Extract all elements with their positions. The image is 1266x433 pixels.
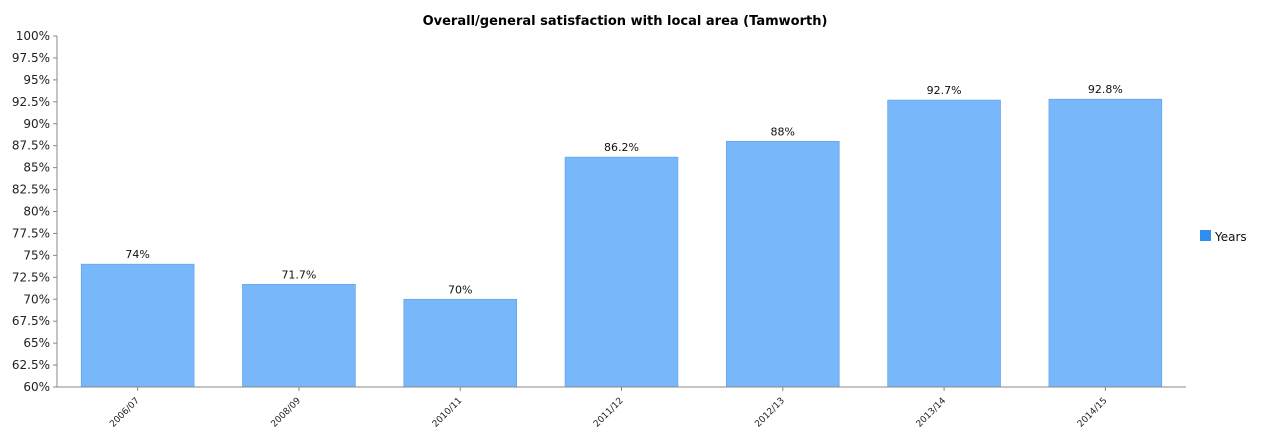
y-tick-label: 77.5% (12, 226, 50, 240)
data-label: 86.2% (604, 141, 639, 154)
y-tick-label: 90% (23, 117, 50, 131)
data-label: 74% (125, 248, 149, 261)
data-label: 70% (448, 283, 472, 296)
legend-label: Years (1214, 230, 1247, 244)
data-label: 71.7% (281, 268, 316, 281)
y-tick-label: 97.5% (12, 51, 50, 65)
y-tick-label: 92.5% (12, 95, 50, 109)
x-tick-label: 2006/07 (108, 396, 142, 430)
y-tick-label: 62.5% (12, 358, 50, 372)
x-tick-label: 2008/09 (270, 396, 304, 430)
y-tick-label: 60% (23, 380, 50, 394)
bar (564, 156, 679, 388)
bar (242, 284, 356, 388)
y-tick-label: 95% (23, 73, 50, 87)
y-tick-label: 85% (23, 161, 50, 175)
x-tick-label: 2011/12 (592, 396, 626, 430)
y-tick-label: 82.5% (12, 183, 50, 197)
y-axis: 60% 62.5% 65% 67.5% 70% 72.5% 75% 77.5% 80% 82.5%… (12, 29, 58, 394)
y-tick-label: 65% (23, 336, 50, 350)
chart-title: Overall/general satisfaction with local … (423, 14, 828, 29)
y-tick-label: 100% (16, 29, 50, 43)
bars: 74% 71.7% 70% 86.2% 88% 92.7% 92.8% (80, 83, 1163, 388)
legend-swatch (1200, 230, 1211, 241)
bar (1048, 98, 1163, 388)
y-tick-label: 87.5% (12, 139, 50, 153)
x-tick-label: 2013/14 (915, 396, 949, 430)
y-tick-label: 80% (23, 205, 50, 219)
y-tick-label: 70% (23, 292, 50, 306)
x-tick-label: 2010/11 (431, 396, 465, 430)
bar (80, 263, 195, 388)
x-axis: 2006/07 2008/09 2010/11 2011/12 2012/13 2013/… (57, 386, 1186, 430)
data-label: 88% (771, 125, 795, 138)
legend: Years (1200, 230, 1247, 244)
data-label: 92.7% (927, 84, 962, 97)
y-tick-label: 72.5% (12, 270, 50, 284)
x-tick-label: 2012/13 (753, 396, 787, 430)
bar (726, 141, 840, 388)
bar (403, 298, 517, 388)
bar (887, 99, 1001, 388)
y-tick-label: 67.5% (12, 314, 50, 328)
y-tick-label: 75% (23, 248, 50, 262)
data-label: 92.8% (1088, 83, 1123, 96)
x-tick-label: 2014/15 (1076, 396, 1110, 430)
